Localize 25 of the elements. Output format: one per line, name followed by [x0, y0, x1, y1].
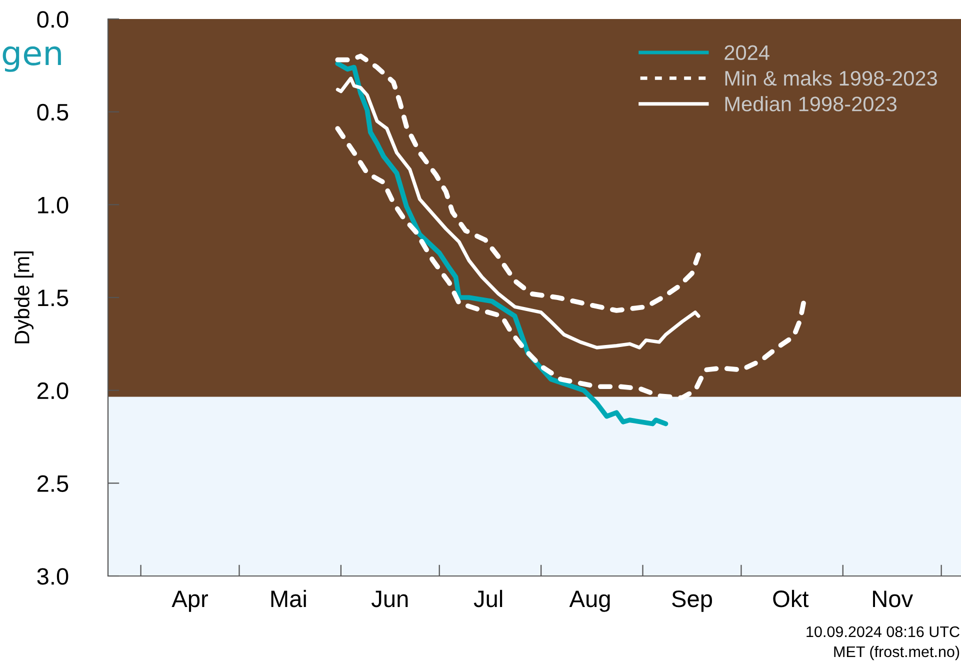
- legend-label: Median 1998-2023: [725, 96, 896, 112]
- x-tick-label: Sep: [672, 590, 712, 612]
- legend-label: Min & maks 1998-2023: [725, 70, 937, 86]
- y-tick-label: 0.5: [37, 104, 68, 121]
- text: gen: [2, 46, 61, 72]
- y-axis-title: Dybde [m]: [14, 252, 34, 344]
- x-tick-label: Jun: [371, 590, 408, 608]
- y-tick-label: 1.5: [38, 290, 68, 306]
- x-tick-label: Aug: [569, 590, 610, 612]
- x-tick-label: Apr: [172, 590, 208, 612]
- legend-label: 2024: [724, 45, 770, 60]
- y-tick-label: 2.5: [37, 475, 68, 492]
- y-tick-label: 3.0: [37, 568, 68, 585]
- x-tick-label: Jul: [474, 590, 502, 608]
- x-tick-label: Mai: [271, 590, 306, 608]
- line-series: [336, 76, 700, 350]
- x-tick-label: Nov: [873, 590, 914, 608]
- line-series: [335, 54, 701, 313]
- x-tick-label: Okt: [773, 590, 809, 608]
- y-tick-label: 0.0: [37, 11, 68, 28]
- y-tick-label: 2.0: [37, 382, 68, 400]
- y-tick-label: 1.0: [38, 196, 68, 214]
- text: 10.09.2024 08:16 UTC: [806, 626, 960, 638]
- text: MET (frost.met.no): [834, 646, 960, 660]
- line-series: [335, 61, 668, 426]
